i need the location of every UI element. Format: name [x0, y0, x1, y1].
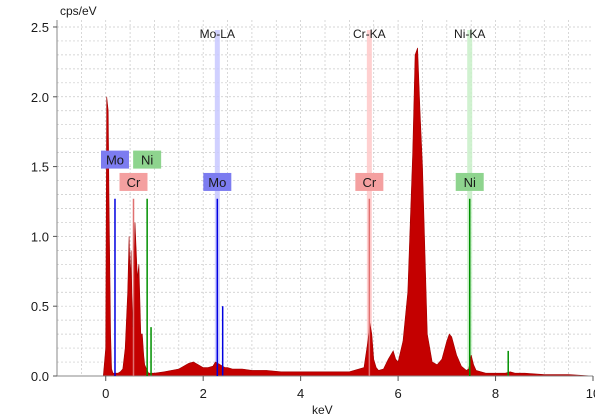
y-tick-label: 2.5	[31, 20, 49, 35]
element-marker-label: Ni	[464, 175, 476, 190]
spectrum-area	[102, 47, 594, 377]
element-marker-badge	[133, 150, 162, 169]
minor-emission-lines	[150, 306, 509, 376]
element-marker-badge	[119, 172, 148, 191]
element-marker-label: Cr	[127, 175, 141, 190]
element-marker-label: Mo	[106, 153, 124, 168]
element-marker-badge	[455, 172, 484, 191]
element-marker-badge	[355, 172, 384, 191]
emission-line-label: Ni-KA	[454, 27, 485, 41]
x-tick-label: 6	[394, 386, 401, 401]
element-marker-badge	[203, 172, 232, 191]
x-tick-label: 0	[102, 386, 109, 401]
y-tick-label: 1.0	[31, 229, 49, 244]
y-axis-unit: cps/eV	[60, 4, 97, 18]
emission-line-label: Cr-KA	[353, 27, 386, 41]
y-tick-label: 0.0	[31, 369, 49, 384]
emission-line-label: Mo-LA	[200, 27, 235, 41]
element-marker-label: Mo	[208, 175, 226, 190]
axis-ticks: 0.0 0.5 1.0 1.5 2.0 2.5 0 2 4 6 8 10	[31, 20, 595, 401]
element-marker-badge	[100, 150, 129, 169]
element-marker-label: Ni	[141, 153, 153, 168]
element-marker-label: Cr	[362, 175, 376, 190]
y-tick-label: 0.5	[31, 299, 49, 314]
line-labels: Mo-LA Cr-KA Ni-KA	[200, 27, 486, 41]
y-tick-label: 1.5	[31, 160, 49, 175]
y-tick-label: 2.0	[31, 90, 49, 105]
x-tick-label: 2	[200, 386, 207, 401]
x-tick-label: 8	[492, 386, 499, 401]
x-axis-unit: keV	[312, 403, 333, 417]
x-tick-label: 4	[297, 386, 304, 401]
x-tick-label: 10	[586, 386, 595, 401]
